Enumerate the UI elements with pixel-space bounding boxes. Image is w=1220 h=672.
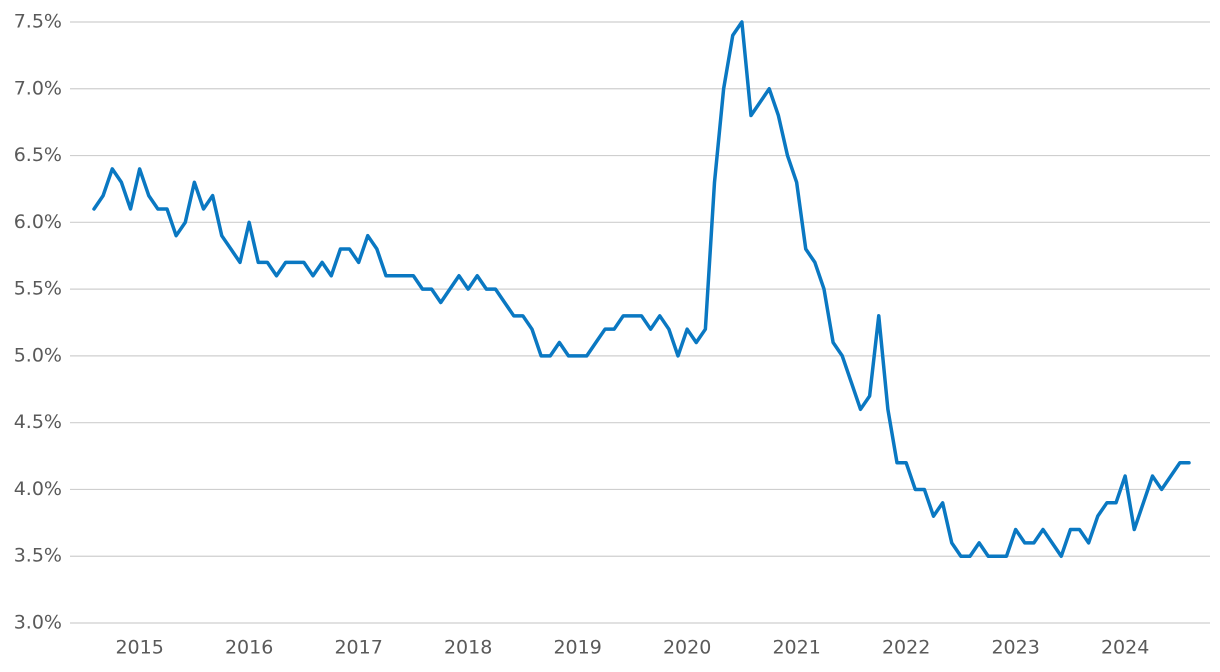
x-tick-label: 2016 <box>225 637 273 659</box>
x-tick-label: 2019 <box>553 637 601 659</box>
y-tick-label: 7.5% <box>14 11 62 33</box>
x-tick-label: 2022 <box>882 637 930 659</box>
y-tick-label: 5.5% <box>14 278 62 300</box>
x-tick-label: 2017 <box>334 637 382 659</box>
y-tick-label: 4.5% <box>14 411 62 433</box>
x-tick-label: 2018 <box>444 637 492 659</box>
y-tick-label: 5.0% <box>14 344 62 366</box>
y-tick-label: 6.0% <box>14 211 62 233</box>
x-tick-label: 2020 <box>663 637 711 659</box>
y-tick-label: 7.0% <box>14 77 62 99</box>
y-tick-label: 3.0% <box>14 612 62 634</box>
y-tick-label: 6.5% <box>14 144 62 166</box>
x-tick-label: 2021 <box>772 637 820 659</box>
x-tick-label: 2023 <box>991 637 1039 659</box>
y-tick-label: 4.0% <box>14 478 62 500</box>
y-tick-label: 3.5% <box>14 545 62 567</box>
x-tick-label: 2024 <box>1101 637 1149 659</box>
x-tick-label: 2015 <box>115 637 163 659</box>
line-series <box>92 20 1191 558</box>
